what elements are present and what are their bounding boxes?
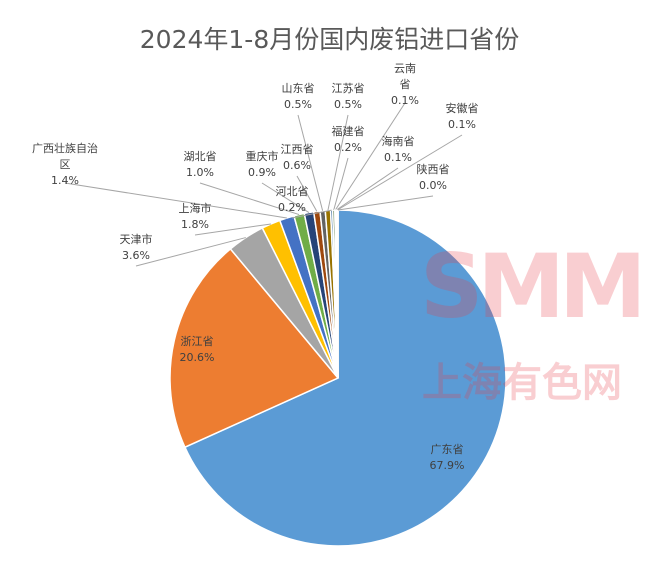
leader-line [297, 114, 324, 211]
slice-name: 广东省 [430, 443, 464, 456]
data-label: 山东省 0.5% [273, 81, 323, 113]
data-label: 云南省 0.1% [387, 61, 423, 109]
slice-name: 福建省 [331, 125, 365, 138]
slice-name: 天津市 [119, 233, 153, 246]
leader-line [327, 114, 349, 211]
leader-line [261, 182, 310, 213]
data-label: 天津市 3.6% [106, 232, 166, 264]
leader-line [64, 182, 287, 219]
slice-name: 山东省 [281, 82, 315, 95]
slice-value: 0.6% [283, 159, 311, 172]
data-label: 广东省 67.9% [422, 442, 472, 474]
leader-line [296, 175, 318, 212]
slice-name: 广西壮族自治区 [32, 142, 98, 171]
slice-value: 0.1% [448, 118, 476, 131]
data-label: 福建省 0.2% [323, 124, 373, 156]
data-label: 湖北省 1.0% [175, 149, 225, 181]
pie-slice [169, 247, 340, 449]
slice-value: 1.0% [186, 166, 214, 179]
data-label: 江苏省 0.5% [323, 81, 373, 113]
slice-value: 0.5% [334, 98, 362, 111]
data-label: 上海市 1.8% [165, 201, 225, 233]
watermark-logo: SMM [420, 235, 647, 338]
data-label: 河北省 0.2% [267, 184, 317, 216]
slice-value: 0.5% [284, 98, 312, 111]
slice-name: 江西省 [280, 143, 314, 156]
slice-name: 江苏省 [331, 82, 365, 95]
slice-name: 安徽省 [445, 102, 479, 115]
data-label: 海南省 0.1% [373, 134, 423, 166]
watermark-name: 上海有色网 [422, 360, 622, 406]
leader-line [336, 167, 399, 211]
leader-line [291, 209, 332, 219]
slice-name: 海南省 [381, 135, 415, 148]
slice-name: 浙江省 [180, 335, 214, 348]
slice-value: 0.1% [391, 94, 419, 107]
slice-name: 河北省 [275, 185, 309, 198]
slice-name: 上海市 [178, 202, 212, 215]
leader-line [199, 182, 300, 216]
leader-line [337, 134, 463, 211]
slice-value: 0.9% [248, 166, 276, 179]
leader-line [333, 157, 349, 211]
slice-name: 陕西省 [416, 163, 450, 176]
leader-line [334, 102, 406, 211]
slice-value: 0.2% [334, 141, 362, 154]
data-label: 陕西省 0.0% [408, 162, 458, 194]
slice-value: 0.0% [419, 179, 447, 192]
slice-value: 0.2% [278, 201, 306, 214]
slice-name: 重庆市 [245, 150, 279, 163]
slice-value: 3.6% [122, 249, 150, 262]
data-label: 广西壮族自治区 1.4% [27, 141, 103, 189]
chart-title: 2024年1-8月份国内废铝进口省份 [139, 25, 520, 54]
slice-name: 湖北省 [183, 150, 217, 163]
data-label: 浙江省 20.6% [172, 334, 222, 366]
slice-value: 20.6% [179, 351, 215, 364]
slice-value: 67.9% [429, 459, 465, 472]
slice-value: 0.1% [384, 151, 412, 164]
data-label: 江西省 0.6% [272, 142, 322, 174]
leader-line [337, 195, 434, 211]
slice-name: 云南省 [394, 62, 416, 91]
leader-line [194, 223, 272, 236]
pie-slice [183, 209, 507, 547]
leader-line [135, 237, 246, 267]
data-label: 重庆市 0.9% [237, 149, 287, 181]
slice-value: 1.8% [181, 218, 209, 231]
data-label: 安徽省 0.1% [437, 101, 487, 133]
slice-value: 1.4% [51, 174, 79, 187]
